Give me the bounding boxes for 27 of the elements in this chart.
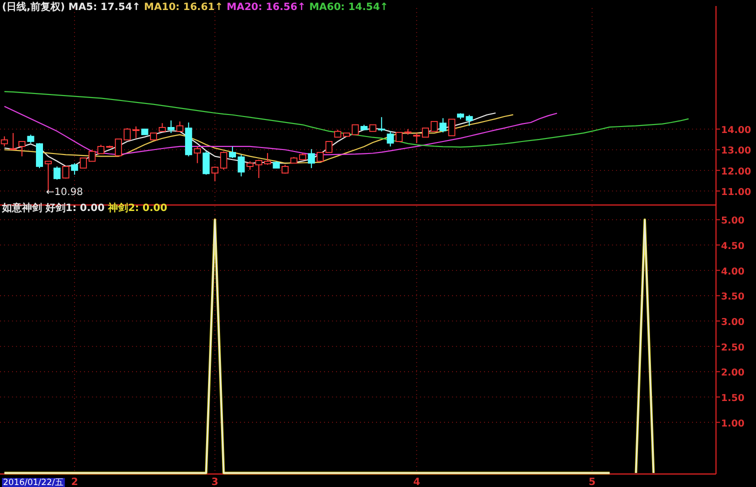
x-tick-label: 5 <box>588 477 596 487</box>
text: 好剑1: 0.00 <box>44 202 108 214</box>
text: MA5: 17.54↑ <box>68 2 144 13</box>
y-tick-label: 2.50 <box>721 342 745 354</box>
text: 2016/01/22/五 <box>3 478 64 487</box>
x-tick-label: 4 <box>413 477 420 487</box>
x-tick-label: 3 <box>211 477 218 487</box>
text: MA60: 14.54↑ <box>309 2 388 13</box>
y-tick-label: 14.00 <box>721 125 752 136</box>
y-tick-label: 5.00 <box>721 216 745 227</box>
y-tick-label: 2.00 <box>721 368 745 379</box>
chart-title: 如意神剑 <box>1 202 46 214</box>
y-tick-label: 13.00 <box>721 146 752 157</box>
y-tick-label: 3.00 <box>721 317 745 328</box>
y-tick-label: 1.50 <box>721 393 745 404</box>
y-tick-label: 1.00 <box>721 418 745 430</box>
y-tick-label: 4.50 <box>721 241 745 252</box>
text: 神剑2: 0.00 <box>107 202 168 214</box>
text: MA20: 16.56↑ <box>226 2 310 13</box>
chart-title: (日线,前复权) <box>2 1 68 13</box>
y-tick-label: 3.50 <box>721 292 745 303</box>
text: MA10: 16.61↑ <box>144 2 227 13</box>
y-tick-label: 4.00 <box>721 266 745 278</box>
y-tick-label: 12.00 <box>721 166 752 178</box>
annotation: ←10.98 <box>46 187 84 198</box>
y-tick-label: 11.00 <box>721 187 752 198</box>
x-tick-label: 2 <box>71 477 78 487</box>
